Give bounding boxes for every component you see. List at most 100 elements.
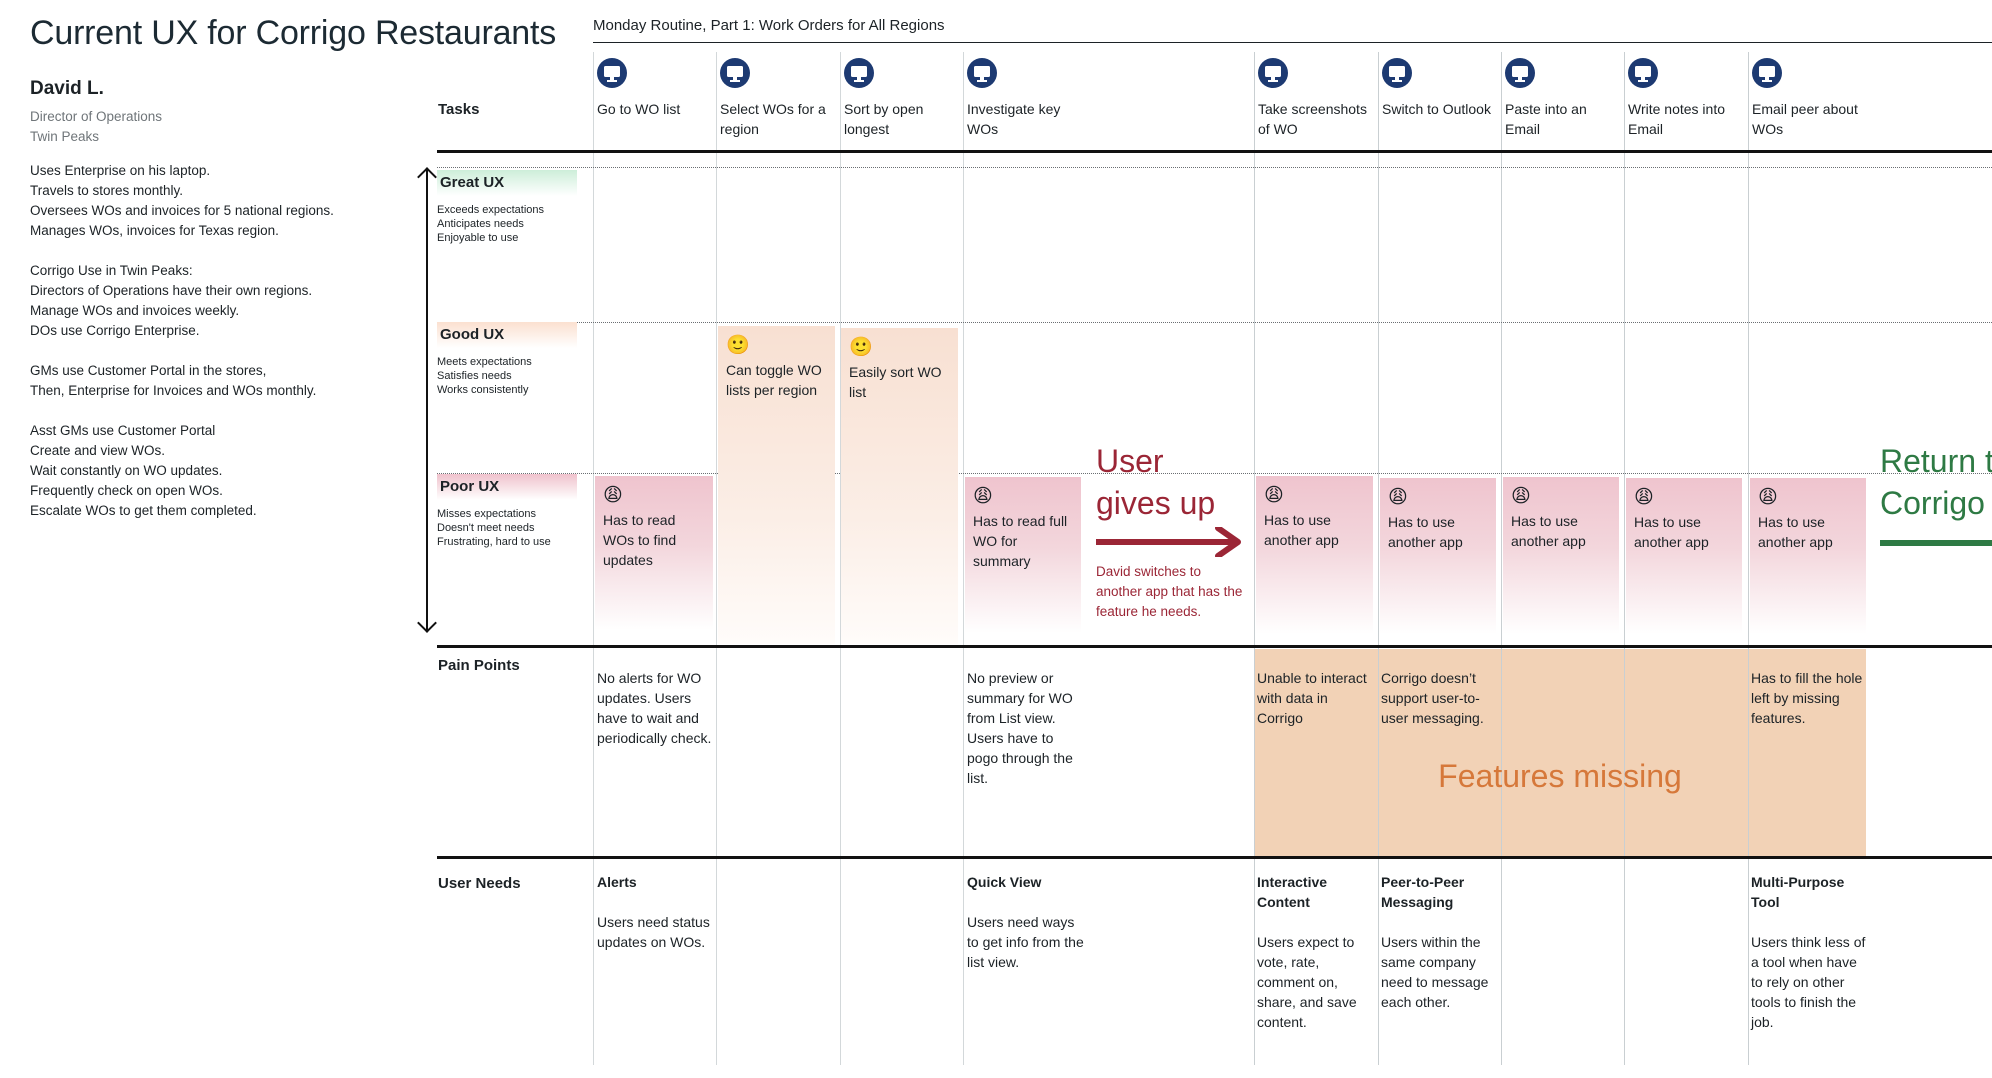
arrow-down-icon bbox=[417, 613, 437, 633]
pain-point: Has to fill the hole left by missing fea… bbox=[1751, 670, 1863, 726]
persona-line: Uses Enterprise on his laptop. bbox=[30, 163, 211, 178]
arrow-right-icon bbox=[1096, 527, 1241, 557]
task-label: Switch to Outlook bbox=[1382, 101, 1491, 117]
persona-description: Uses Enterprise on his laptop. Travels t… bbox=[30, 161, 410, 541]
experience-card-good: 🙂 Easily sort WO list bbox=[841, 328, 958, 644]
persona-role: Director of Operations bbox=[30, 109, 163, 124]
ux-desc-line: Doesn't meet needs bbox=[437, 522, 535, 534]
experience-card-poor: 😩 Has to read WOs to find updates bbox=[595, 476, 713, 630]
persona-paragraph-1: Uses Enterprise on his laptop. Travels t… bbox=[30, 161, 410, 241]
experience-text: Has to read WOs to find updates bbox=[603, 512, 677, 568]
experience-text: Can toggle WO lists per region bbox=[726, 362, 822, 398]
persona-paragraph-3: GMs use Customer Portal in the stores, T… bbox=[30, 361, 410, 401]
section-divider bbox=[593, 42, 1992, 43]
ux-desc-line: Misses expectations bbox=[437, 508, 537, 520]
column-divider bbox=[1624, 52, 1625, 1065]
experience-card-poor: 😩 Has to use another app bbox=[1256, 476, 1373, 634]
task-label: Investigate key WOs bbox=[967, 101, 1061, 137]
persona-line: Escalate WOs to get them completed. bbox=[30, 503, 257, 518]
persona-line: Manages WOs, invoices for Texas region. bbox=[30, 223, 279, 238]
column-divider bbox=[1378, 52, 1379, 1065]
persona-paragraph-2: Corrigo Use in Twin Peaks: Directors of … bbox=[30, 261, 410, 341]
pain-point: Corrigo doesn’t support user-to-user mes… bbox=[1381, 670, 1484, 726]
arrow-up-icon bbox=[417, 167, 437, 187]
ux-desc-line: Enjoyable to use bbox=[437, 232, 519, 244]
task-label: Paste into an Email bbox=[1505, 101, 1587, 137]
user-gives-up-line2: gives up bbox=[1096, 485, 1216, 521]
user-need-title: Alerts bbox=[597, 874, 637, 890]
user-need: Peer-to-Peer Messaging Users within the … bbox=[1381, 872, 1499, 1012]
ux-desc-line: Works consistently bbox=[437, 384, 529, 396]
persona-line: Corrigo Use in Twin Peaks: bbox=[30, 263, 193, 278]
user-gives-up-line1: User bbox=[1096, 443, 1164, 479]
weary-face-icon: 😩 bbox=[1388, 487, 1408, 508]
pain-point: No preview or summary for WO from List v… bbox=[967, 670, 1073, 786]
ux-scale-arrow bbox=[426, 169, 428, 631]
weary-face-icon: 😩 bbox=[1758, 487, 1778, 508]
return-line1: Return t bbox=[1880, 443, 1992, 479]
tasks-row-rule bbox=[437, 150, 1992, 153]
task-step-7: Paste into an Email bbox=[1505, 58, 1627, 139]
experience-text: Has to use another app bbox=[1388, 514, 1463, 550]
monitor-icon bbox=[967, 58, 997, 88]
row-label-user-needs: User Needs bbox=[438, 875, 521, 892]
weary-face-icon: 😩 bbox=[603, 485, 623, 506]
task-step-5: Take screenshots of WO bbox=[1258, 58, 1380, 139]
user-need-text: Users expect to vote, rate, comment on, … bbox=[1257, 934, 1357, 1030]
column-divider bbox=[1254, 52, 1255, 1065]
column-divider bbox=[593, 52, 594, 1065]
monitor-icon bbox=[597, 58, 627, 88]
task-step-4: Investigate key WOs bbox=[967, 58, 1089, 139]
user-need-title: Peer-to-Peer Messaging bbox=[1381, 874, 1465, 910]
ux-level-poor: Poor UX bbox=[437, 474, 577, 500]
user-need: Quick View Users need ways to get info f… bbox=[967, 872, 1085, 972]
features-missing-label: Features missing bbox=[1438, 758, 1682, 794]
user-need-title: Multi-Purpose Tool bbox=[1751, 874, 1845, 910]
task-step-6: Switch to Outlook bbox=[1382, 58, 1504, 119]
task-label: Take screenshots of WO bbox=[1258, 101, 1367, 137]
persona-line: Wait constantly on WO updates. bbox=[30, 463, 223, 478]
weary-face-icon: 😩 bbox=[1634, 487, 1654, 508]
pain-point: Unable to interact with data in Corrigo bbox=[1257, 670, 1367, 726]
ux-desc-line: Satisfies needs bbox=[437, 370, 512, 382]
pain-point: No alerts for WO updates. Users have to … bbox=[597, 670, 712, 746]
journey-section-title: Monday Routine, Part 1: Work Orders for … bbox=[593, 17, 945, 34]
experience-text: Has to read full WO for summary bbox=[973, 513, 1068, 569]
smiling-face-icon: 🙂 bbox=[726, 335, 750, 356]
monitor-icon bbox=[720, 58, 750, 88]
column-divider bbox=[1501, 52, 1502, 1065]
task-step-1: Go to WO list bbox=[597, 58, 719, 119]
persona-role-block: Director of Operations Twin Peaks bbox=[30, 107, 162, 147]
user-gives-up-note: David switches to another app that has t… bbox=[1096, 564, 1243, 619]
experience-card-poor: 😩 Has to use another app bbox=[1626, 478, 1742, 634]
monitor-icon bbox=[1382, 58, 1412, 88]
return-line2: Corrigo bbox=[1880, 485, 1985, 521]
persona-line: Frequently check on open WOs. bbox=[30, 483, 223, 498]
good-ux-gridline bbox=[437, 322, 1992, 323]
column-divider bbox=[1748, 52, 1749, 1065]
poor-ux-gridline bbox=[437, 473, 1992, 474]
great-ux-gridline bbox=[437, 167, 1992, 168]
page-title: Current UX for Corrigo Restaurants bbox=[30, 14, 557, 52]
user-need: Multi-Purpose Tool Users think less of a… bbox=[1751, 872, 1869, 1032]
monitor-icon bbox=[1258, 58, 1288, 88]
pain-points-row-rule bbox=[437, 645, 1992, 648]
experience-text: Has to use another app bbox=[1264, 512, 1339, 548]
persona-line: DOs use Corrigo Enterprise. bbox=[30, 323, 200, 338]
experience-card-good: 🙂 Can toggle WO lists per region bbox=[718, 326, 835, 644]
experience-text: Has to use another app bbox=[1634, 514, 1709, 550]
experience-card-poor: 😩 Has to use another app bbox=[1380, 478, 1496, 634]
experience-card-poor: 😩 Has to use another app bbox=[1750, 478, 1866, 634]
user-need-title: Quick View bbox=[967, 874, 1042, 890]
user-need: Interactive Content Users expect to vote… bbox=[1257, 872, 1375, 1032]
weary-face-icon: 😩 bbox=[1511, 486, 1531, 507]
weary-face-icon: 😩 bbox=[973, 486, 993, 507]
task-label: Select WOs for a region bbox=[720, 101, 826, 137]
column-divider bbox=[840, 52, 841, 1065]
user-needs-row-rule bbox=[437, 856, 1992, 859]
user-need-title: Interactive Content bbox=[1257, 874, 1328, 910]
user-need: Alerts Users need status updates on WOs. bbox=[597, 872, 715, 952]
return-to-corrigo-title: Return t Corrigo bbox=[1880, 440, 1992, 524]
user-need-text: Users need ways to get info from the lis… bbox=[967, 914, 1084, 970]
features-missing-highlight bbox=[1254, 649, 1866, 857]
